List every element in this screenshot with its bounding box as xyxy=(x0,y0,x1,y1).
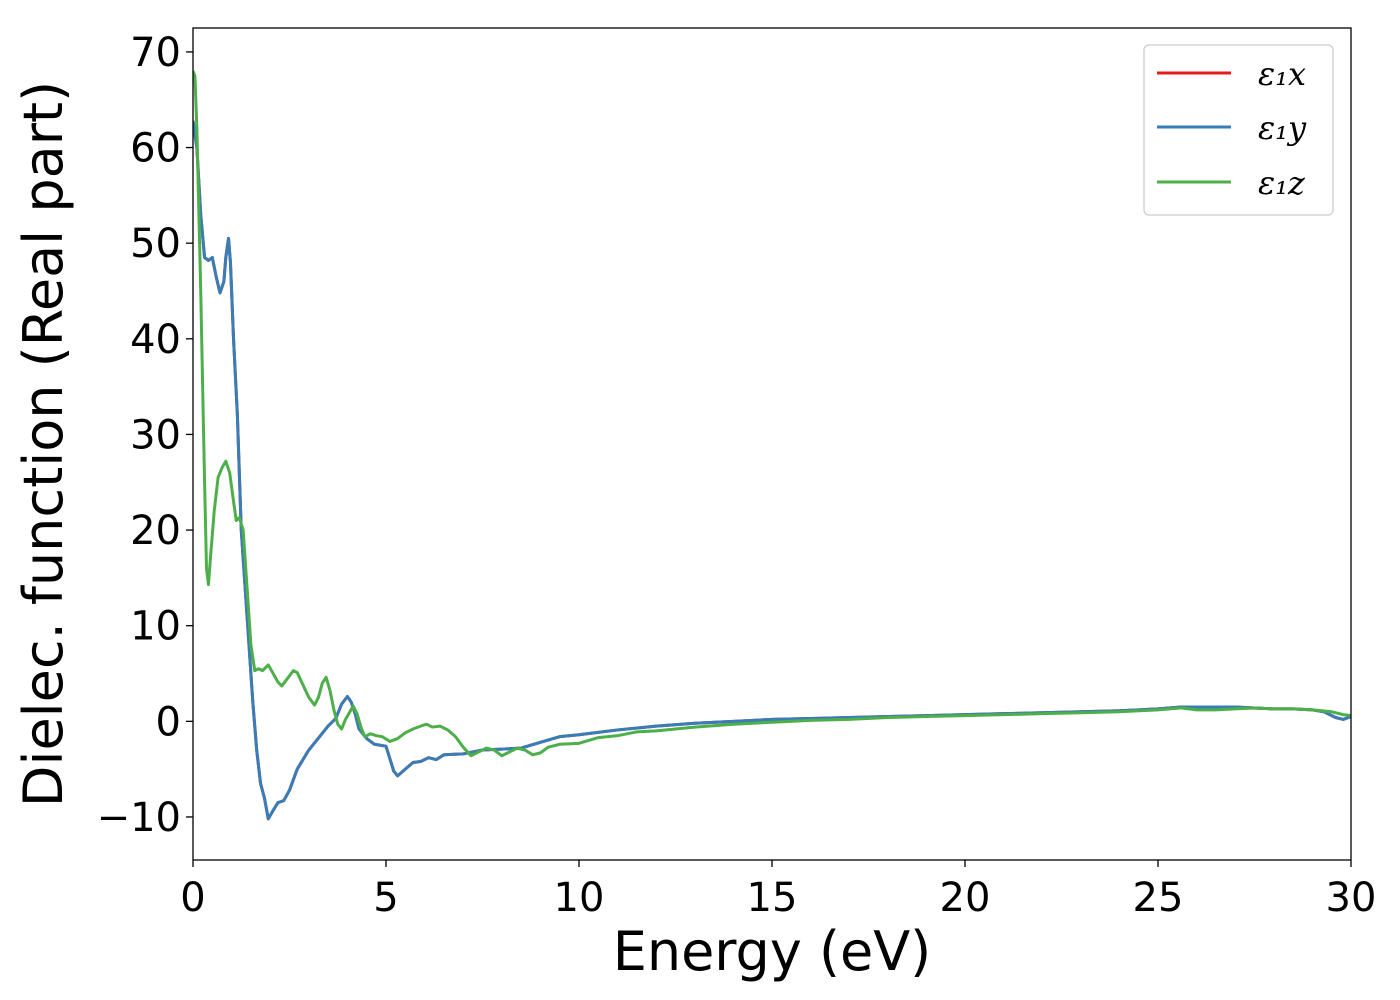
x-tick-label: 20 xyxy=(940,875,991,921)
legend-label-eps1z: ε₁z xyxy=(1258,164,1306,202)
y-tick-label: 70 xyxy=(130,30,181,76)
y-tick-label: −10 xyxy=(97,795,181,841)
series-line-2 xyxy=(193,120,1351,821)
x-tick-label: 25 xyxy=(1133,875,1184,921)
y-tick-label: 10 xyxy=(130,604,181,650)
y-tick-label: 30 xyxy=(130,412,181,458)
y-tick-label: 60 xyxy=(130,126,181,172)
x-axis-title: Energy (eV) xyxy=(613,920,932,983)
legend-label-eps1y: ε₁y xyxy=(1258,109,1307,147)
legend: ε₁x ε₁y ε₁z xyxy=(1143,44,1334,216)
x-tick-label: 0 xyxy=(180,875,205,921)
legend-box xyxy=(1143,44,1334,216)
legend-label-eps1x: ε₁x xyxy=(1258,55,1306,93)
x-tick-label: 30 xyxy=(1326,875,1377,921)
y-tick-label: 20 xyxy=(130,508,181,554)
x-tick-label: 10 xyxy=(554,875,605,921)
series-line-1 xyxy=(193,120,1351,821)
y-axis-title: Dielec. function (Real part) xyxy=(12,81,75,807)
y-tick-label: 0 xyxy=(156,699,181,745)
y-tick-label: 40 xyxy=(130,317,181,363)
x-tick-label: 15 xyxy=(747,875,798,921)
tick-layer: 0 5 10 15 20 25 30 −10 0 10 20 30 40 50 60 70 xyxy=(97,30,1377,921)
series-line-3 xyxy=(193,70,1351,758)
plot-layer xyxy=(193,70,1351,821)
y-tick-label: 50 xyxy=(130,221,181,267)
x-tick-label: 5 xyxy=(373,875,398,921)
plot-frame xyxy=(192,27,1352,861)
